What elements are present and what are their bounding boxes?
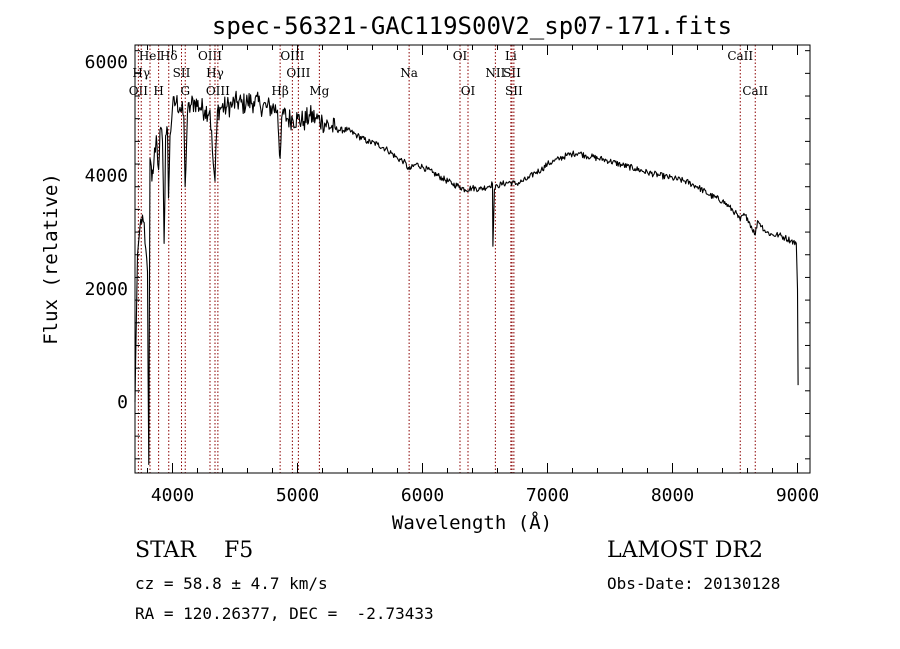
observation-date: Obs-Date: 20130128 [607,574,781,593]
spectral-line-markers: OII Hγ HeI H Hδ SII G OIII Hγ OIII Hβ OIII OIII Mg Na O… [129,45,768,473]
line-label-14: Na [400,66,418,80]
y-tick-label-6000: 6000 [85,52,128,73]
line-label-18: Li [505,49,517,63]
y-axis-label: Flux (relative) [40,173,62,345]
line-label-19: SII [503,66,521,80]
chart-title: spec-56321-GAC119S00V2_sp07-171.fits [212,12,732,40]
line-label-6: G [180,84,190,98]
spectrum-series-line [134,90,799,466]
line-label-12: OIII [286,66,310,80]
redshift-velocity: cz = 58.8 ± 4.7 km/s [135,574,328,593]
line-label-11: OIII [280,49,304,63]
line-label-5: SII [173,66,191,80]
line-label-10: Hβ [271,84,288,98]
x-tick-label-9000: 9000 [776,485,819,506]
line-label-8: Hγ [206,66,224,80]
survey-name: LAMOST DR2 [607,538,763,563]
x-tick-label-6000: 6000 [401,485,444,506]
line-label-1: Hγ [132,66,150,80]
line-label-4: Hδ [160,49,178,63]
x-axis-label: Wavelength (Å) [392,511,552,534]
line-label-17: NII [485,66,505,80]
y-tick-label-0: 0 [117,392,128,413]
x-tick-label-4000: 4000 [151,485,194,506]
x-tick-label-8000: 8000 [651,485,694,506]
line-label-21: CaII [727,49,753,63]
x-tick-label-7000: 7000 [526,485,569,506]
line-label-9: OIII [206,84,230,98]
y-tick-label-4000: 4000 [85,165,128,186]
axis-ticks: 4000 5000 6000 7000 8000 9000 0 2000 4000 6000 [85,45,819,506]
line-label-7: OIII [198,49,222,63]
line-label-3: H [153,84,163,98]
y-tick-label-2000: 2000 [85,279,128,300]
line-label-16: OI [461,84,476,98]
x-tick-label-5000: 5000 [276,485,319,506]
ra-dec-coordinates: RA = 120.26377, DEC = -2.73433 [135,604,434,623]
line-label-0: OII [129,84,149,98]
line-label-20: SII [505,84,523,98]
line-label-15: OI [453,49,468,63]
plot-frame [134,44,811,474]
line-label-2: HeI [139,49,162,63]
line-label-13: Mg [309,84,329,98]
object-class: STAR F5 [135,538,254,563]
line-label-22: CaII [742,84,768,98]
